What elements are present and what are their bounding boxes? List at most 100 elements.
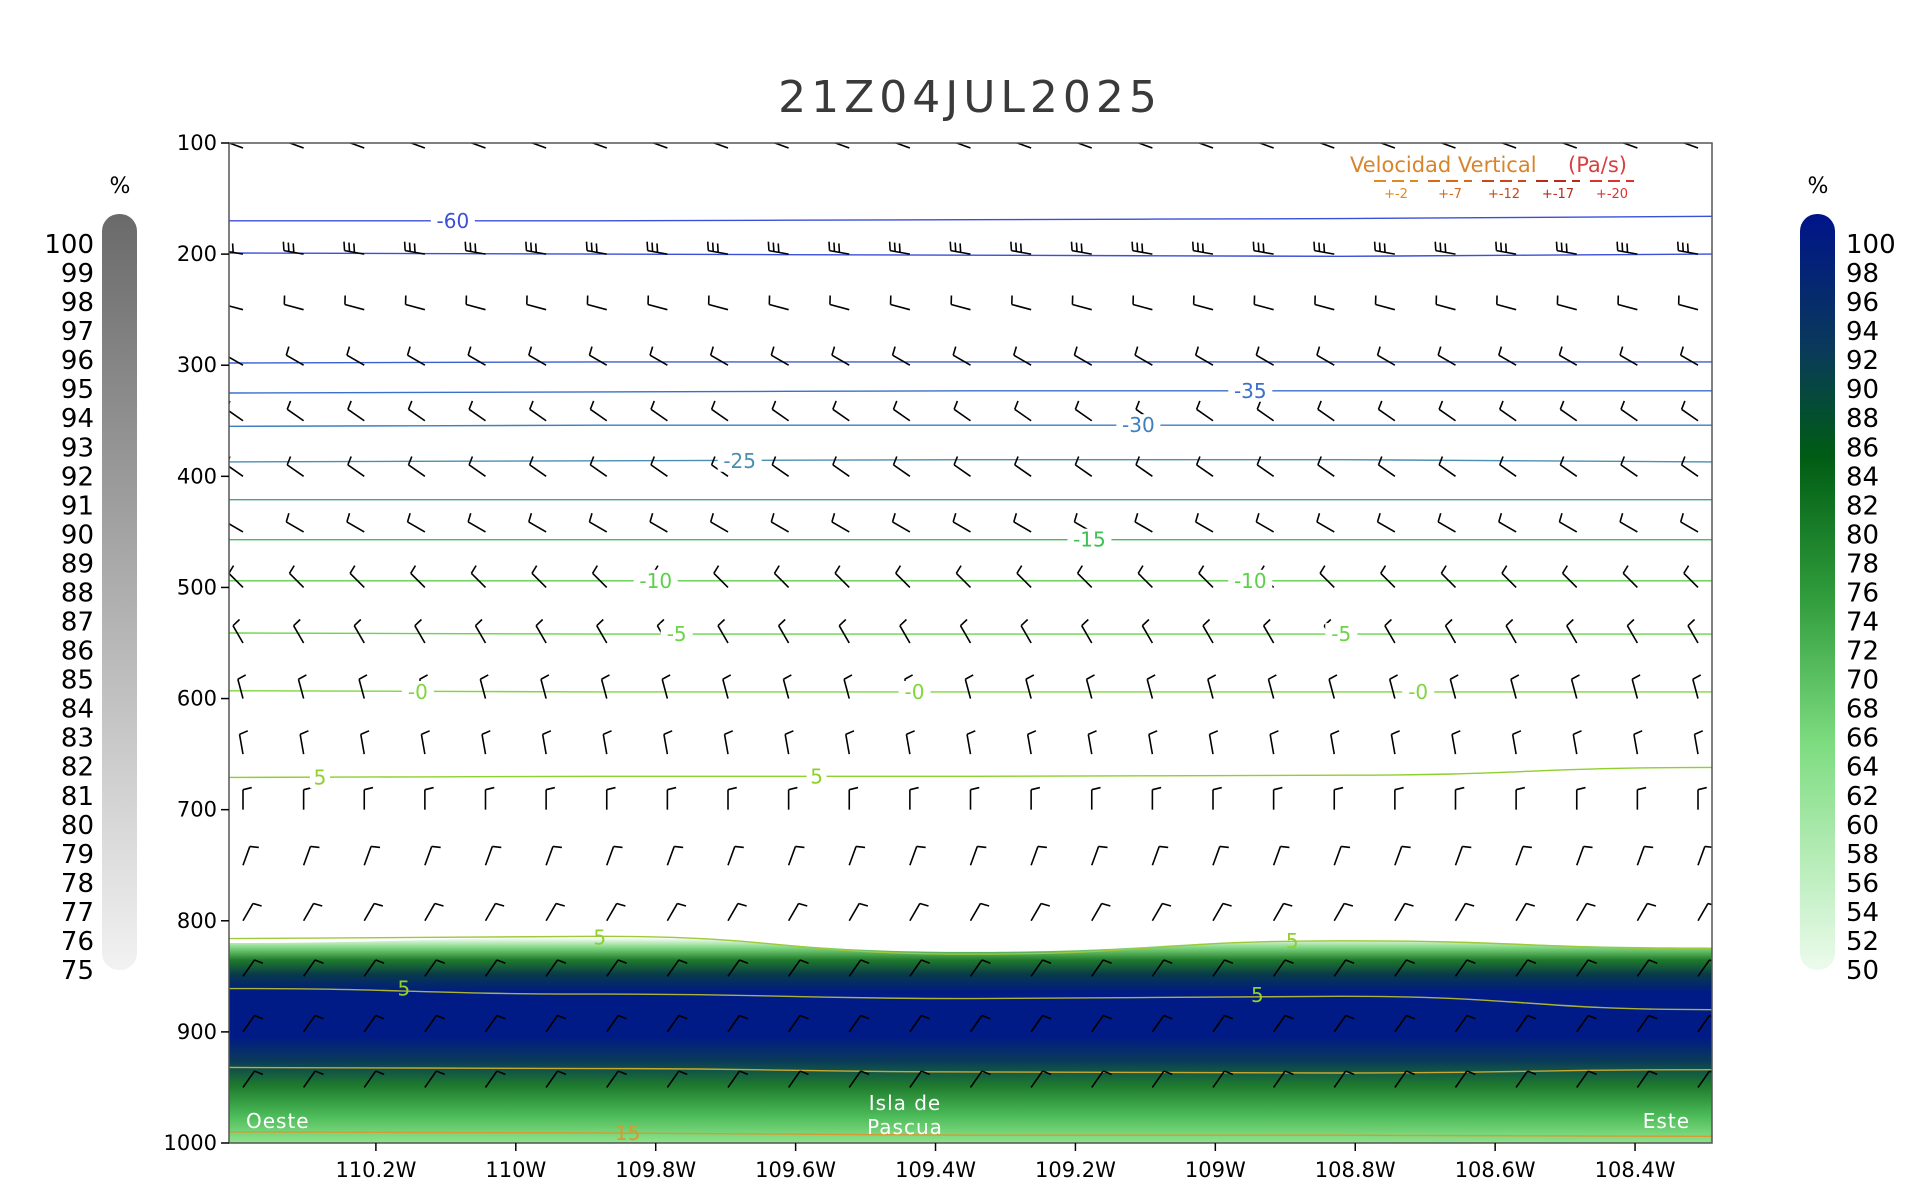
wind-barb	[1257, 143, 1274, 149]
wind-barb	[1091, 1070, 1112, 1088]
wind-barb	[1680, 400, 1699, 422]
wind-barb	[709, 513, 729, 533]
contour-label-6: -10	[1234, 569, 1267, 593]
x-tick-label: 110W	[485, 1158, 546, 1182]
wind-barb	[1333, 1014, 1355, 1033]
wind-barb	[1511, 730, 1522, 755]
wind-barbs	[229, 143, 1712, 1088]
left-colorbar-labels: 1009998979695949392919089888786858483828…	[44, 230, 94, 986]
contour-line-4	[229, 424, 1712, 428]
wind-barb	[1697, 786, 1707, 810]
wind-barb	[959, 618, 972, 644]
wind-barb	[969, 959, 991, 977]
wind-barb	[722, 674, 732, 699]
wind-barb	[541, 730, 552, 755]
contour-label-bg	[717, 449, 762, 472]
wind-barb	[727, 786, 737, 810]
wind-barb	[1091, 1014, 1112, 1033]
wind-barb	[787, 959, 809, 977]
west-label: Oeste	[246, 1109, 310, 1133]
wind-barb	[727, 1070, 749, 1088]
colorbar-label: 77	[61, 898, 94, 928]
wind-barb	[909, 902, 929, 922]
colorbar-label: 96	[1846, 288, 1879, 318]
wind-barb	[892, 400, 911, 422]
wind-barb	[1151, 902, 1172, 922]
wind-barb	[229, 565, 244, 589]
wind-barb	[469, 143, 486, 149]
wind-barb	[1141, 618, 1154, 644]
wind-barb	[535, 618, 547, 644]
colorbar-label: 72	[1846, 637, 1879, 667]
wind-barb	[1212, 1070, 1234, 1088]
x-tick-label: 109.4W	[895, 1158, 976, 1182]
wind-barb	[831, 513, 850, 533]
wind-barb	[1376, 346, 1396, 366]
wind-barb	[302, 902, 323, 922]
wind-barb	[1510, 674, 1520, 699]
wind-barb	[1498, 456, 1517, 477]
wind-barb	[1151, 786, 1162, 810]
wind-barb	[723, 730, 734, 755]
wind-barb	[1449, 674, 1459, 699]
wind-barb	[531, 565, 547, 589]
wind-barb	[528, 400, 547, 422]
wind-barb	[787, 902, 808, 922]
wind-barb	[528, 346, 547, 366]
wind-barb	[229, 513, 244, 533]
wind-barb	[666, 1070, 688, 1088]
wind-barb	[1680, 456, 1699, 477]
wind-barb	[363, 902, 384, 922]
colorbar-label: 90	[61, 520, 94, 550]
wind-barb	[1437, 513, 1456, 533]
wind-barb	[666, 845, 684, 866]
wind-barb	[283, 295, 304, 311]
wind-barb	[1316, 346, 1335, 366]
wind-barb	[285, 346, 305, 366]
wind-barb	[1194, 346, 1214, 366]
contour-line-1	[229, 252, 1712, 258]
wind-barb	[1148, 730, 1158, 755]
wind-barb	[1015, 143, 1032, 149]
colorbar-label: 74	[1846, 608, 1879, 638]
colorbar-label: 64	[1846, 753, 1879, 783]
wind-barb	[343, 241, 365, 255]
wind-barb	[484, 1070, 506, 1088]
wind-barb	[1319, 565, 1335, 589]
wind-barb	[1255, 346, 1275, 366]
vv-item-label: +-12	[1488, 187, 1520, 202]
wind-barb	[905, 730, 915, 755]
wind-barb	[1570, 674, 1580, 699]
colorbar-label: 84	[61, 695, 94, 725]
wind-barb	[1576, 959, 1597, 977]
wind-barb	[359, 730, 370, 755]
wind-barb	[909, 1070, 931, 1088]
wind-barb	[242, 845, 259, 866]
contour-line-13	[229, 987, 1712, 1011]
wind-barb	[302, 1014, 324, 1033]
wind-barb	[1496, 295, 1517, 311]
y-tick-label: 800	[177, 909, 217, 933]
wind-barb	[525, 241, 547, 255]
colorbar-label: 78	[1846, 549, 1879, 579]
wind-barb	[1212, 1014, 1234, 1033]
wind-barb	[589, 400, 608, 422]
colorbar-label: 76	[1846, 578, 1879, 608]
wind-barb	[969, 845, 987, 866]
wind-barb	[954, 143, 971, 149]
contour-label-5: -10	[639, 569, 672, 593]
contour-label-15: 5	[1286, 929, 1299, 953]
contour-label-2: -30	[1122, 413, 1155, 437]
wind-barb	[302, 845, 320, 866]
wind-barb	[1091, 959, 1112, 977]
wind-barb	[1437, 346, 1456, 366]
wind-barb	[1212, 786, 1222, 810]
contour-line-2	[229, 361, 1712, 364]
wind-barb	[1194, 513, 1214, 533]
contour-line-10	[229, 690, 1712, 693]
wind-barb	[1196, 143, 1214, 149]
wind-barb	[1451, 730, 1461, 755]
wind-barb	[1131, 241, 1153, 255]
colorbar-label: 94	[61, 404, 94, 434]
